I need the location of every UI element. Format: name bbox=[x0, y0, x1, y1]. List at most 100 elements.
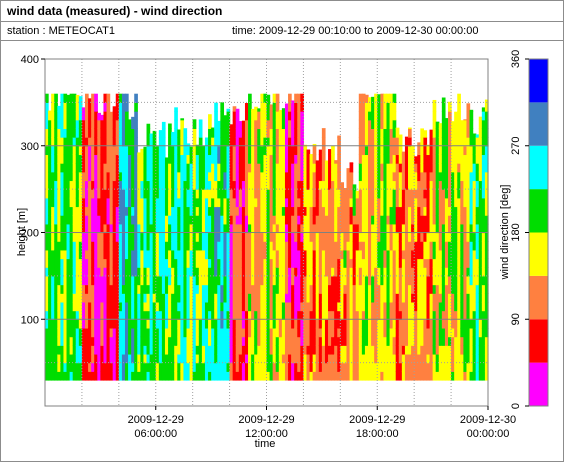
heatmap-cell bbox=[266, 180, 271, 190]
heatmap-cell bbox=[192, 267, 197, 277]
heatmap-cell bbox=[241, 301, 246, 312]
heatmap-cell bbox=[472, 293, 477, 303]
heatmap-cell bbox=[383, 111, 388, 121]
heatmap-cell bbox=[211, 127, 215, 129]
heatmap-cell bbox=[349, 249, 354, 260]
heatmap-cell bbox=[441, 145, 446, 156]
heatmap-cell bbox=[189, 310, 194, 320]
heatmap-cell bbox=[171, 327, 175, 338]
heatmap-cell bbox=[284, 206, 289, 216]
heatmap-cell bbox=[484, 310, 489, 320]
heatmap-cell bbox=[478, 258, 483, 268]
heatmap-cell bbox=[88, 336, 92, 346]
heatmap-cell bbox=[238, 241, 243, 251]
heatmap-cell bbox=[57, 232, 61, 242]
heatmap-cell bbox=[88, 241, 92, 251]
heatmap-cell bbox=[361, 197, 366, 208]
heatmap-cell bbox=[208, 163, 212, 173]
heatmap-cell bbox=[45, 119, 49, 129]
heatmap-cell bbox=[54, 249, 58, 260]
heatmap-cell bbox=[321, 128, 326, 138]
heatmap-cell bbox=[220, 275, 225, 286]
heatmap-cell bbox=[63, 310, 68, 320]
heatmap-cell bbox=[251, 293, 255, 303]
heatmap-cell bbox=[324, 232, 329, 242]
heatmap-cell bbox=[106, 310, 111, 320]
heatmap-cell bbox=[398, 362, 403, 372]
heatmap-cell bbox=[69, 171, 74, 182]
heatmap-cell bbox=[484, 137, 489, 147]
heatmap-cell bbox=[389, 353, 394, 364]
heatmap-cell bbox=[51, 327, 55, 338]
heatmap-cell bbox=[426, 293, 431, 303]
heatmap-cell bbox=[118, 111, 123, 121]
heatmap-cell bbox=[438, 232, 443, 242]
heatmap-cell bbox=[429, 345, 434, 355]
heatmap-cell bbox=[174, 258, 178, 268]
heatmap-cell bbox=[204, 163, 209, 173]
heatmap-cell bbox=[174, 336, 178, 346]
heatmap-cell bbox=[386, 215, 391, 225]
heatmap-cell bbox=[463, 258, 468, 268]
heatmap-cell bbox=[186, 319, 191, 329]
heatmap-cell bbox=[328, 275, 332, 286]
heatmap-cell bbox=[312, 353, 317, 364]
heatmap-cell bbox=[444, 284, 449, 294]
heatmap-cell bbox=[288, 241, 292, 251]
heatmap-cell bbox=[214, 319, 218, 329]
heatmap-cell bbox=[475, 206, 480, 216]
heatmap-cell bbox=[164, 345, 169, 355]
heatmap-cell bbox=[361, 215, 366, 225]
heatmap-cell bbox=[103, 275, 108, 286]
heatmap-cell bbox=[211, 371, 215, 381]
heatmap-cell bbox=[368, 258, 372, 268]
heatmap-cell bbox=[208, 171, 212, 182]
heatmap-cell bbox=[374, 301, 378, 312]
heatmap-cell bbox=[371, 327, 375, 338]
heatmap-cell bbox=[364, 189, 369, 199]
heatmap-cell bbox=[220, 258, 225, 268]
heatmap-cell bbox=[118, 154, 123, 164]
heatmap-cell bbox=[269, 171, 274, 182]
heatmap-cell bbox=[118, 258, 123, 268]
heatmap-cell bbox=[444, 371, 449, 381]
heatmap-cell bbox=[235, 108, 240, 112]
heatmap-cell bbox=[346, 168, 351, 173]
heatmap-cell bbox=[128, 119, 132, 129]
heatmap-cell bbox=[389, 137, 394, 147]
heatmap-cell bbox=[463, 249, 468, 260]
heatmap-cell bbox=[463, 197, 468, 208]
heatmap-cell bbox=[177, 154, 181, 164]
heatmap-cell bbox=[463, 119, 468, 121]
heatmap-cell bbox=[260, 102, 265, 112]
heatmap-cell bbox=[435, 258, 440, 268]
heatmap-cell bbox=[78, 371, 83, 381]
heatmap-cell bbox=[260, 171, 265, 182]
heatmap-cell bbox=[361, 336, 366, 346]
heatmap-cell bbox=[404, 223, 409, 234]
heatmap-cell bbox=[241, 197, 246, 208]
heatmap-cell bbox=[45, 310, 49, 320]
heatmap-cell bbox=[358, 93, 363, 103]
heatmap-cell bbox=[124, 267, 129, 277]
colorbar-bin bbox=[529, 189, 548, 233]
heatmap-cell bbox=[94, 163, 98, 173]
heatmap-cell bbox=[149, 327, 154, 338]
heatmap-cell bbox=[81, 258, 86, 268]
heatmap-cell bbox=[214, 249, 218, 260]
heatmap-cell bbox=[411, 353, 415, 364]
heatmap-cell bbox=[392, 163, 397, 173]
heatmap-cell bbox=[254, 223, 258, 234]
heatmap-cell bbox=[438, 171, 443, 182]
heatmap-cell bbox=[81, 353, 86, 364]
heatmap-cell bbox=[118, 371, 123, 381]
heatmap-cell bbox=[377, 223, 381, 234]
heatmap-cell bbox=[398, 267, 403, 277]
heatmap-cell bbox=[380, 128, 385, 138]
heatmap-cell bbox=[291, 327, 295, 338]
heatmap-cell bbox=[78, 215, 83, 225]
heatmap-cell bbox=[435, 223, 440, 234]
heatmap-cell bbox=[106, 119, 111, 129]
heatmap-cell bbox=[106, 232, 111, 242]
heatmap-cell bbox=[475, 293, 480, 303]
